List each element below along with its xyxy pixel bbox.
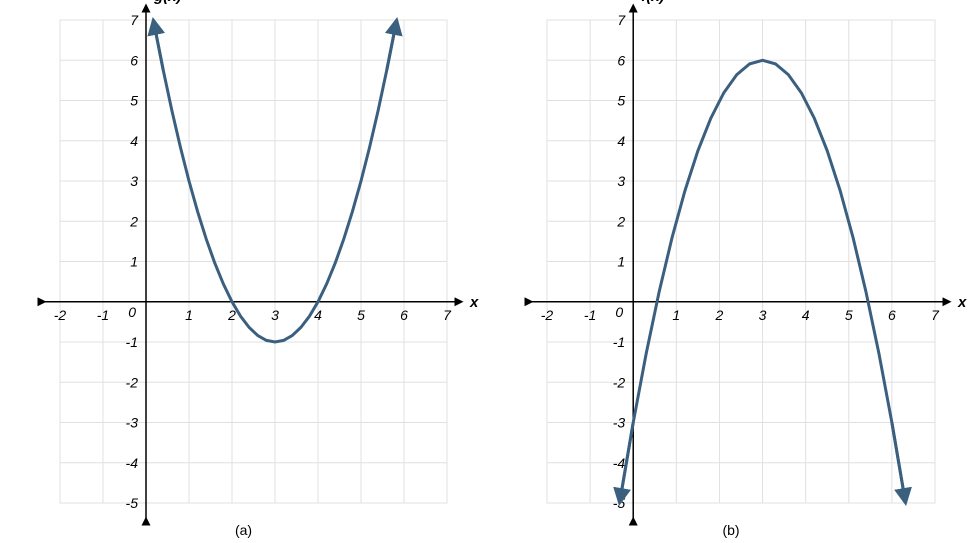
svg-text:6: 6: [400, 307, 408, 323]
svg-text:5: 5: [617, 93, 625, 109]
svg-text:-2: -2: [54, 307, 67, 323]
svg-text:3: 3: [617, 173, 625, 189]
svg-text:5: 5: [357, 307, 365, 323]
svg-text:1: 1: [130, 254, 138, 270]
x-axis-label: x: [957, 294, 967, 311]
svg-text:-2: -2: [541, 307, 554, 323]
svg-text:5: 5: [130, 93, 138, 109]
svg-text:-2: -2: [613, 374, 626, 390]
svg-text:4: 4: [130, 133, 138, 149]
svg-text:3: 3: [271, 307, 279, 323]
chart-container: -2 -1 0 1 2 3 4 5 6 7 -5 -4 -3 -2 -1 1 2 3 4 5 6 7 x g(x) (a) -2…: [0, 0, 975, 543]
svg-text:4: 4: [617, 133, 625, 149]
panel-a: -2-101234567-5-4-3-2-11234567xg(x)(a): [0, 0, 487, 543]
svg-text:5: 5: [845, 307, 853, 323]
svg-text:6: 6: [617, 52, 625, 68]
svg-text:1: 1: [672, 307, 680, 323]
svg-text:6: 6: [130, 52, 138, 68]
chart-b-svg: -2-101234567-5-4-3-2-11234567xf(x)(b): [487, 0, 975, 543]
svg-text:1: 1: [185, 307, 193, 323]
svg-text:7: 7: [617, 12, 626, 28]
svg-text:-1: -1: [126, 334, 138, 350]
svg-text:6: 6: [888, 307, 896, 323]
svg-text:4: 4: [802, 307, 810, 323]
y-axis-label: f(x): [641, 0, 664, 5]
svg-text:-4: -4: [613, 455, 626, 471]
svg-text:2: 2: [715, 307, 724, 323]
x-axis-label: x: [469, 294, 479, 311]
svg-text:-5: -5: [126, 495, 139, 511]
svg-text:0: 0: [128, 304, 136, 320]
panel-b: -2-101234567-5-4-3-2-11234567xf(x)(b): [487, 0, 975, 543]
svg-text:3: 3: [130, 173, 138, 189]
panel-caption: (a): [235, 522, 252, 538]
svg-text:7: 7: [443, 307, 452, 323]
svg-text:-2: -2: [126, 374, 139, 390]
svg-text:-1: -1: [613, 334, 625, 350]
svg-text:2: 2: [616, 213, 625, 229]
svg-text:1: 1: [617, 254, 625, 270]
svg-text:-3: -3: [126, 415, 139, 431]
svg-text:-1: -1: [97, 307, 109, 323]
svg-text:7: 7: [130, 12, 139, 28]
svg-text:-1: -1: [584, 307, 596, 323]
svg-text:7: 7: [931, 307, 940, 323]
svg-text:2: 2: [129, 213, 138, 229]
svg-text:-3: -3: [613, 415, 626, 431]
chart-a-svg: -2-101234567-5-4-3-2-11234567xg(x)(a): [0, 0, 487, 543]
svg-text:-4: -4: [126, 455, 139, 471]
panel-caption: (b): [722, 522, 739, 538]
svg-text:3: 3: [759, 307, 767, 323]
svg-text:0: 0: [615, 304, 623, 320]
y-axis-label: g(x): [153, 0, 182, 5]
